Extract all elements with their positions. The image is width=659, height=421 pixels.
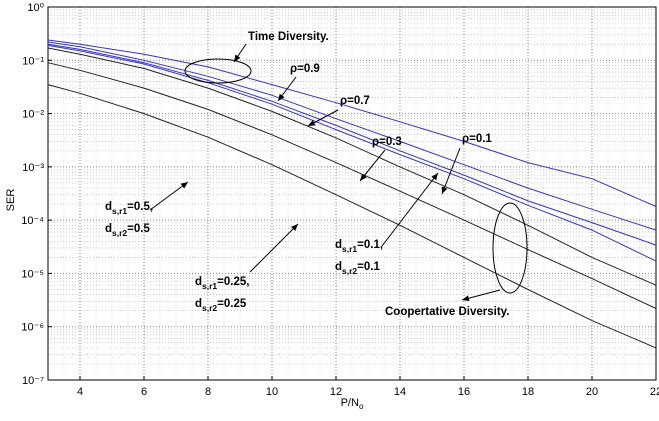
annotation-part: ρ=0.1	[462, 133, 492, 145]
y-tick-label: 10⁻⁷	[22, 375, 44, 387]
annotation-arrow	[441, 147, 461, 195]
y-tick-label: 10⁻⁶	[21, 322, 44, 334]
series-line	[47, 47, 657, 286]
y-tick-label: 10⁻⁵	[21, 268, 44, 280]
annotation: ρ=0.9	[290, 63, 320, 75]
annotation-part: =0.25	[217, 298, 247, 310]
annotation: ds,r2=0.5	[105, 223, 150, 238]
x-tick-label: 8	[205, 386, 211, 398]
annotation-part: d	[195, 298, 202, 310]
annotation-arrow	[359, 149, 386, 182]
annotation-arrow	[249, 223, 299, 273]
y-tick-label: 10⁻¹	[22, 55, 44, 67]
y-axis-label: SER	[5, 189, 17, 212]
subscript: o	[359, 402, 364, 411]
subscript: s,r2	[342, 266, 357, 276]
time-diversity-ellipse	[184, 58, 252, 84]
annotation-part: =0.5,	[127, 201, 153, 213]
annotation-part: =0.1	[357, 261, 380, 273]
annotation: ds,r1=0.25,	[195, 276, 249, 291]
x-tick-label: 12	[330, 386, 342, 398]
annotation: ds,r1=0.1,	[335, 239, 383, 254]
annotation-part: d	[195, 276, 202, 288]
subscript: s,r1	[202, 281, 217, 291]
plot-border	[47, 6, 657, 381]
y-tick-label: 10⁻⁴	[21, 215, 44, 227]
label-part: P/N	[341, 397, 359, 409]
annotation-arrow	[307, 109, 339, 127]
annotation-part: d	[105, 223, 112, 235]
annotation-arrow	[461, 289, 501, 302]
annotation-part: d	[335, 239, 342, 251]
y-tick-label: 10⁻²	[22, 109, 44, 121]
annotation: Time Diversity.	[248, 31, 329, 43]
series-line	[47, 62, 657, 309]
annotation-part: ρ=0.7	[340, 95, 370, 107]
series-line	[47, 84, 657, 349]
x-tick-label: 14	[394, 386, 406, 398]
subscript: s,r2	[112, 228, 127, 238]
annotation-arrow	[277, 76, 297, 102]
subscript: s,r2	[202, 303, 217, 313]
annotation-arrow	[381, 172, 439, 247]
series-line	[47, 39, 657, 207]
x-tick-label: 6	[141, 386, 147, 398]
cooperative-diversity-ellipse	[492, 202, 528, 294]
x-tick-label: 18	[522, 386, 534, 398]
x-tick-label: 4	[77, 386, 83, 398]
annotation-part: ρ=0.3	[372, 136, 402, 148]
series-line	[47, 44, 657, 262]
annotation-part: =0.25,	[217, 276, 249, 288]
y-tick-label: 10⁰	[27, 2, 44, 14]
annotation: ds,r2=0.1	[335, 261, 380, 276]
annotation: ρ=0.1	[462, 133, 492, 145]
annotation-arrow	[233, 43, 247, 63]
annotation: Coopertative Diversity.	[385, 306, 509, 318]
annotation-part: ρ=0.9	[290, 63, 320, 75]
annotation: ds,r2=0.25	[195, 298, 247, 313]
x-tick-label: 20	[586, 386, 598, 398]
annotation: ds,r1=0.5,	[105, 201, 153, 216]
x-tick-label: 22	[650, 386, 659, 398]
subscript: s,r1	[112, 206, 127, 216]
annotation: ρ=0.7	[340, 95, 370, 107]
annotation-part: d	[105, 201, 112, 213]
series-line	[47, 41, 657, 231]
annotation-part: d	[335, 261, 342, 273]
annotation-arrow	[149, 181, 189, 211]
annotation-part: =0.1,	[357, 239, 383, 251]
x-tick-label: 10	[266, 386, 278, 398]
x-axis-label: P/No	[341, 397, 364, 411]
annotation-part: Time Diversity.	[248, 31, 329, 43]
x-tick-label: 16	[458, 386, 470, 398]
annotation-part: Coopertative Diversity.	[385, 306, 509, 318]
annotation-part: =0.5	[127, 223, 150, 235]
y-tick-label: 10⁻³	[22, 162, 44, 174]
series-line	[47, 43, 657, 246]
subscript: s,r1	[342, 244, 357, 254]
annotation: ρ=0.3	[372, 136, 402, 148]
